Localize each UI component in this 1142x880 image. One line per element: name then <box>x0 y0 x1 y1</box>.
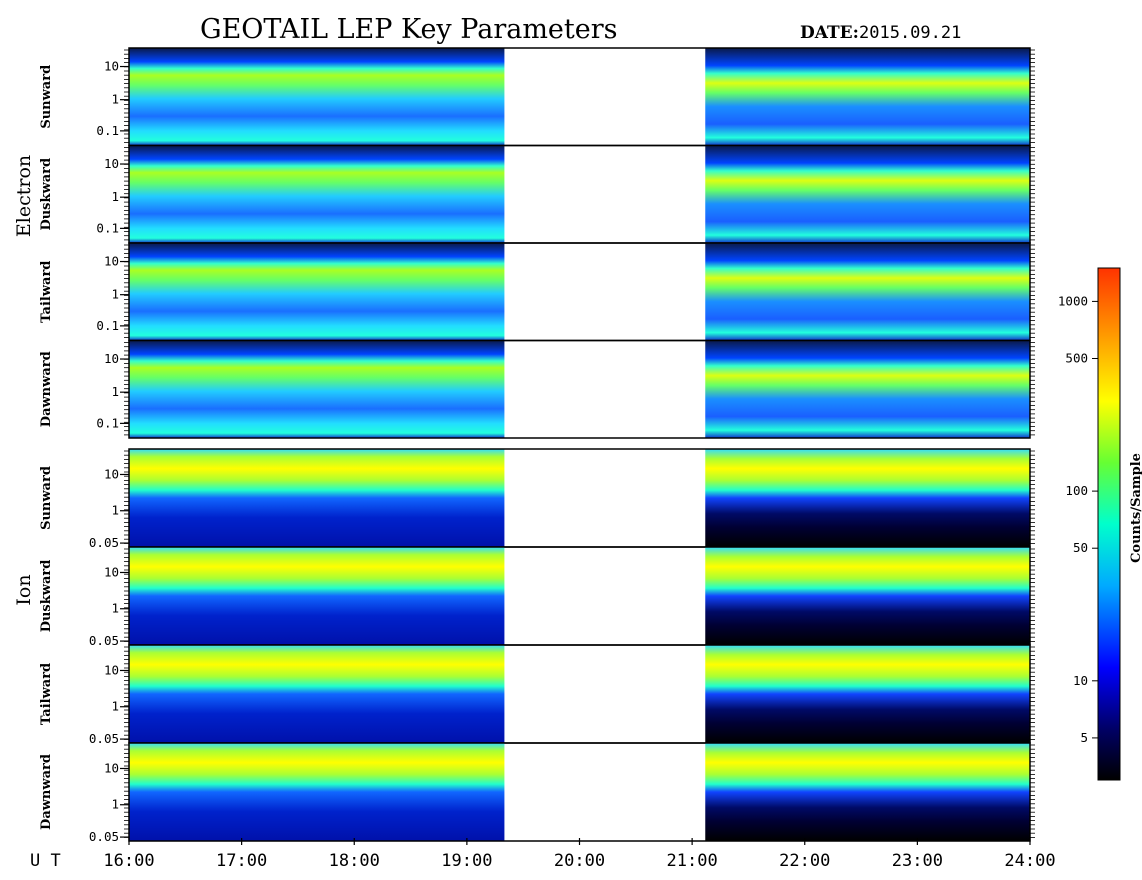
spectrogram-segment <box>129 449 505 547</box>
colorbar-tick-label: 50 <box>1073 540 1088 555</box>
panel-frame <box>128 339 1031 439</box>
panel-electron-sunward: 10 1 0.1 Sunward <box>39 47 1035 147</box>
colorbar-tick-label: 500 <box>1065 351 1088 366</box>
spectrogram-segment <box>129 48 505 146</box>
colorbar-gradient <box>1097 267 1121 781</box>
colorbar-tick-label: 5 <box>1080 730 1088 745</box>
spectrogram-segment <box>705 340 1030 438</box>
y-tick-label: 1 <box>111 503 119 518</box>
x-tick-label: 24:00 <box>1004 851 1055 871</box>
y-tick-label: 1 <box>111 601 119 616</box>
colorbar-tick-label: 100 <box>1065 483 1088 498</box>
date-value: 2015.09.21 <box>859 23 961 43</box>
panel-ion-sunward: 10 1 0.05 Sunward <box>39 448 1035 550</box>
spectrogram-segment <box>705 547 1030 645</box>
y-tick-label: 1 <box>111 287 119 302</box>
panel-label: Sunward <box>39 65 54 129</box>
panel-ion-duskward: 10 1 0.05 Duskward <box>39 546 1035 648</box>
panel-label: Dawnward <box>39 351 54 427</box>
colorbar-tick-label: 1000 <box>1058 293 1088 308</box>
panel-ion-tailward: 10 1 0.05 Tailward <box>39 644 1035 746</box>
spectrogram-segment <box>705 48 1030 146</box>
y-tick-label: 10 <box>104 156 119 171</box>
spectrogram-segment <box>705 145 1030 243</box>
x-tick-label: 20:00 <box>554 851 605 871</box>
y-tick-label: 10 <box>104 254 119 269</box>
y-tick-label: 1 <box>111 384 119 399</box>
spectrogram-segment <box>129 743 505 841</box>
y-tick-label: 0.05 <box>89 829 119 844</box>
spectrogram-segment <box>705 645 1030 743</box>
y-tick-label: 10 <box>104 760 119 775</box>
date-label: DATE: <box>800 23 859 43</box>
x-tick-label: 16:00 <box>103 851 154 871</box>
y-tick-label: 10 <box>104 351 119 366</box>
panel-electron-dawnward: 10 1 0.1 Dawnward <box>39 339 1035 439</box>
panel-ion-dawnward: 10 1 0.05 Dawnward <box>39 742 1035 844</box>
colorbar-label: Counts/Sample <box>1129 453 1142 563</box>
y-tick-label: 10 <box>104 466 119 481</box>
x-tick-label: 17:00 <box>216 851 267 871</box>
panel-label: Duskward <box>39 158 54 231</box>
spectrogram-segment <box>705 449 1030 547</box>
y-tick-label: 1 <box>111 92 119 107</box>
x-tick-label: 22:00 <box>779 851 830 871</box>
spectrogram-segment <box>129 645 505 743</box>
panel-electron-tailward: 10 1 0.1 Tailward <box>39 242 1035 342</box>
x-tick-label: 23:00 <box>892 851 943 871</box>
spectrogram-segment <box>129 547 505 645</box>
x-tick-label: 19:00 <box>441 851 492 871</box>
chart-title: GEOTAIL LEP Key Parameters <box>200 14 618 45</box>
panel-label: Dawnward <box>39 754 54 830</box>
colorbar: Counts/Sample 1000 500 100 50 10 5 <box>1058 267 1142 781</box>
spectrogram-segment <box>705 743 1030 841</box>
y-tick-label: 0.1 <box>96 220 119 235</box>
panel-label: Tailward <box>39 261 54 323</box>
y-tick-label: 0.05 <box>89 633 119 648</box>
y-tick-label: 10 <box>104 59 119 74</box>
spectrogram-segment <box>129 243 505 341</box>
x-tick-label: 18:00 <box>329 851 380 871</box>
panels-layer: 10 1 0.1 Sunward 10 1 0.1 Duskward 10 1 0.1 Tailwar… <box>39 47 1035 844</box>
spectrogram-segment <box>129 145 505 243</box>
y-tick-label: 0.1 <box>96 318 119 333</box>
y-tick-label: 1 <box>111 189 119 204</box>
spectrogram-segment <box>705 243 1030 341</box>
panel-label: Sunward <box>39 466 54 530</box>
y-tick-label: 10 <box>104 662 119 677</box>
y-tick-label: 0.05 <box>89 731 119 746</box>
x-tick-label: 21:00 <box>667 851 718 871</box>
panel-label: Tailward <box>39 663 54 725</box>
y-tick-label: 0.1 <box>96 415 119 430</box>
panel-label: Duskward <box>39 560 54 633</box>
group-label-electron: Electron <box>13 155 35 237</box>
group-label-ion: Ion <box>13 574 35 605</box>
y-tick-label: 1 <box>111 699 119 714</box>
y-tick-label: 0.1 <box>96 123 119 138</box>
x-axis-label: U T <box>30 851 61 871</box>
y-tick-label: 0.05 <box>89 535 119 550</box>
x-axis: U T 16:00 17:00 18:00 19:00 20:00 21:00 22:00 2… <box>30 838 1056 871</box>
spectrogram-segment <box>129 340 505 438</box>
panel-electron-duskward: 10 1 0.1 Duskward <box>39 144 1035 244</box>
colorbar-tick-label: 10 <box>1073 673 1088 688</box>
y-tick-label: 10 <box>104 564 119 579</box>
y-tick-label: 1 <box>111 797 119 812</box>
